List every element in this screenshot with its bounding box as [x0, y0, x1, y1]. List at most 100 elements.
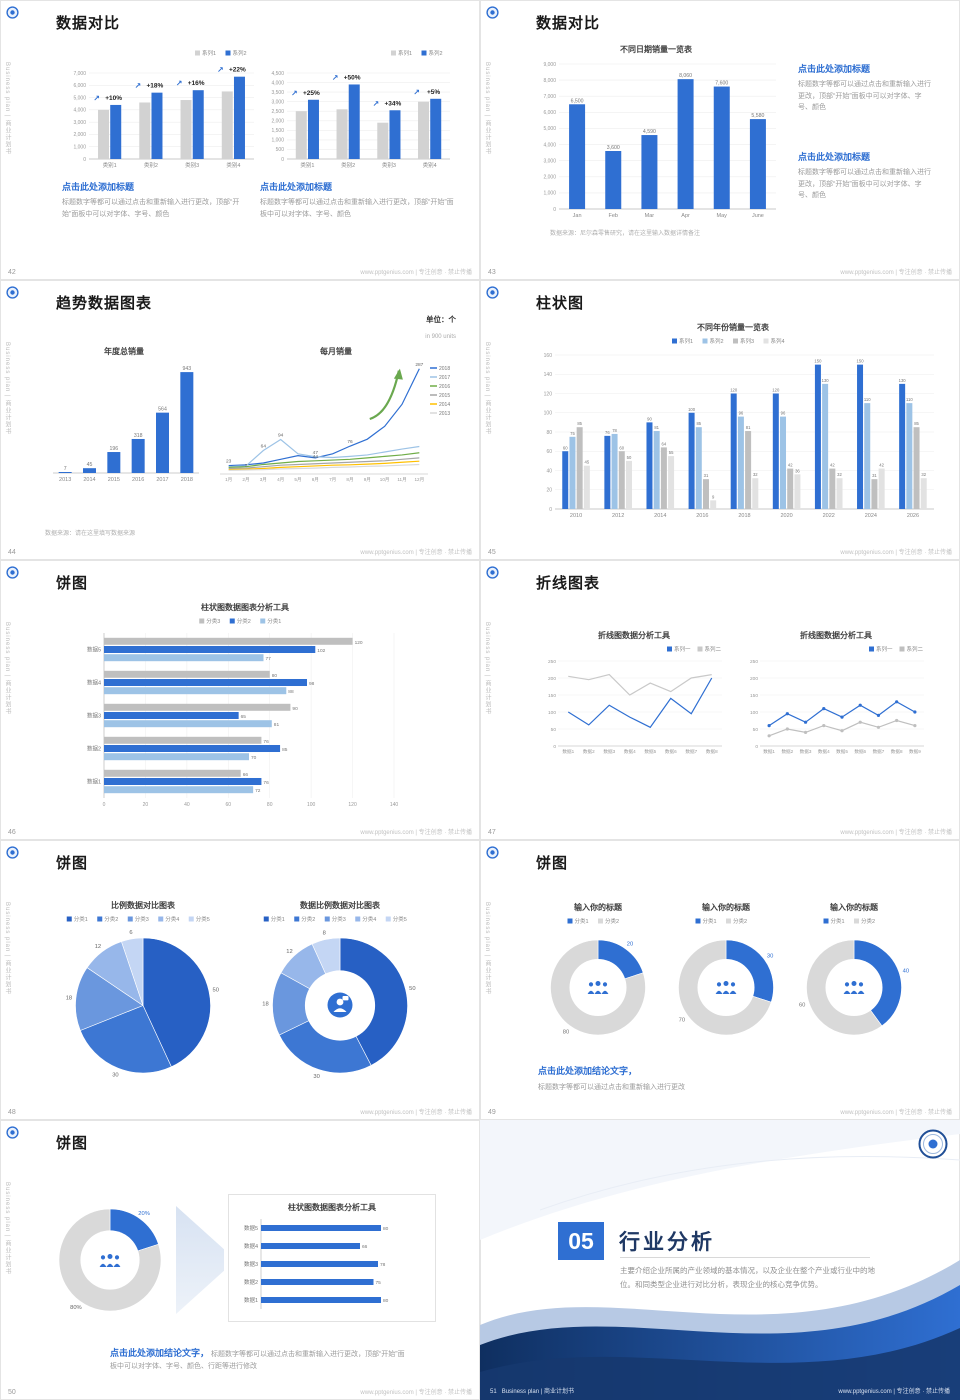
- svg-text:77: 77: [266, 656, 272, 662]
- slide-title: 数据对比: [536, 15, 601, 32]
- people-group-icon: [586, 980, 610, 999]
- svg-text:2月: 2月: [242, 477, 249, 483]
- svg-text:数据1: 数据1: [244, 1296, 258, 1304]
- page-number: 48: [8, 1109, 16, 1116]
- donut-chart: 输入你的标题 分类1 分类2 20 80: [538, 900, 658, 1046]
- side-brand-text: Business plan | 商业计划书: [4, 62, 10, 156]
- svg-text:18: 18: [262, 1002, 268, 1008]
- slide-42[interactable]: Business plan | 商业计划书 数据对比 系列1 系列2 7,000 6,…: [0, 0, 480, 280]
- svg-text:80: 80: [383, 1298, 389, 1304]
- svg-text:数据4: 数据4: [624, 748, 636, 755]
- svg-text:系列2: 系列2: [710, 337, 724, 345]
- side-brand-text: Business plan | 商业计划书: [484, 342, 490, 436]
- bar-chart: 不同日期销量一览表 9,000 8,000 7,000 6,000 5,000 4,000 3…: [532, 42, 780, 220]
- placeholder-heading: 点击此处添加标题: [798, 64, 871, 74]
- donut-chart: 输入你的标题 分类1 分类2 40 60: [794, 900, 914, 1046]
- svg-text:输入你的标题: 输入你的标题: [830, 902, 879, 912]
- svg-text:85: 85: [696, 421, 701, 426]
- slide-title: 饼图: [56, 575, 89, 592]
- svg-text:12: 12: [95, 944, 101, 950]
- svg-text:系列1: 系列1: [398, 49, 412, 57]
- svg-text:数据6: 数据6: [854, 748, 866, 755]
- donut-chart: 数据比例数据对比图表 分类1 分类2 分类3 分类4 分类5 50 30 18 12 8: [252, 898, 428, 1084]
- svg-text:80: 80: [546, 430, 552, 436]
- svg-text:类别4: 类别4: [226, 161, 240, 169]
- logo-badge-icon: [486, 846, 499, 859]
- svg-text:2016: 2016: [439, 384, 450, 390]
- svg-text:↗: ↗: [413, 88, 420, 97]
- svg-text:数据5: 数据5: [87, 646, 101, 654]
- svg-text:11月: 11月: [397, 477, 406, 483]
- svg-text:8月: 8月: [346, 477, 353, 483]
- svg-text:↗: ↗: [217, 66, 224, 75]
- svg-text:2018: 2018: [738, 513, 750, 519]
- svg-text:分类2: 分类2: [237, 617, 251, 625]
- svg-text:318: 318: [134, 433, 143, 439]
- slide-49[interactable]: Business plan | 商业计划书 饼图 输入你的标题 分类1 分类2 20 8…: [480, 840, 960, 1120]
- slide-47[interactable]: Business plan | 商业计划书 折线图表 折线图数据分析工具 系列一 系…: [480, 560, 960, 840]
- side-brand-text: Business plan | 商业计划书: [4, 902, 10, 996]
- page-number: 49: [488, 1109, 496, 1116]
- section-number: 05: [558, 1222, 604, 1260]
- people-group-icon: [714, 980, 738, 999]
- svg-text:2014: 2014: [439, 402, 450, 408]
- svg-text:2,000: 2,000: [543, 175, 556, 181]
- page-number: 43: [488, 269, 496, 276]
- svg-text:系列1: 系列1: [679, 337, 693, 345]
- svg-text:200: 200: [750, 676, 758, 682]
- svg-text:4,000: 4,000: [543, 142, 556, 148]
- svg-text:45: 45: [87, 462, 93, 468]
- logo-badge-icon: [486, 6, 499, 19]
- svg-text:10月: 10月: [380, 477, 390, 483]
- placeholder-block: 点击此处添加标题 标题数字等都可以通过点击和重新输入进行更改，顶部“开始”面板中…: [798, 62, 933, 114]
- svg-text:65: 65: [241, 714, 247, 720]
- svg-text:1月: 1月: [225, 477, 232, 483]
- svg-text:2022: 2022: [823, 513, 835, 519]
- svg-text:120: 120: [772, 388, 780, 393]
- slide-title: 饼图: [56, 855, 89, 872]
- svg-text:2015: 2015: [108, 477, 120, 483]
- slide-51[interactable]: 05 行业分析 主要介绍企业所属的产业领域的基本情况，以及企业在整个产业或行业中…: [480, 1120, 960, 1400]
- svg-text:不同日期销量一览表: 不同日期销量一览表: [620, 44, 693, 54]
- svg-text:150: 150: [857, 359, 865, 364]
- slide-44[interactable]: Business plan | 商业计划书 趋势数据图表 单位：个 in 900…: [0, 280, 480, 560]
- conclusion-body: 标题数字等都可以通过点击和重新输入进行更改，顶部“开始”面板中可以对字体、字号、…: [110, 1351, 405, 1371]
- placeholder-heading: 点击此处添加标题: [62, 182, 135, 192]
- svg-text:类别1: 类别1: [300, 161, 314, 169]
- svg-text:102: 102: [317, 648, 325, 654]
- svg-text:94: 94: [278, 433, 284, 439]
- svg-text:6: 6: [129, 930, 132, 936]
- svg-text:0: 0: [553, 207, 556, 213]
- slide-50[interactable]: Business plan | 商业计划书 饼图 20% 80% 柱状图数据图表分…: [0, 1120, 480, 1400]
- svg-text:2017: 2017: [156, 477, 168, 483]
- svg-text:81: 81: [746, 425, 751, 430]
- placeholder-block: 点击此处添加标题 标题数字等都可以通过点击和重新输入进行更改，顶部“开始”面板中…: [260, 180, 454, 220]
- svg-text:↗: ↗: [332, 73, 339, 82]
- slide-45[interactable]: Business plan | 商业计划书 柱状图 不同年份销量一览表 系列1 系列…: [480, 280, 960, 560]
- slide-43[interactable]: Business plan | 商业计划书 数据对比 不同日期销量一览表 9,00…: [480, 0, 960, 280]
- svg-text:分类2: 分类2: [104, 915, 118, 923]
- svg-text:数据3: 数据3: [800, 748, 812, 755]
- svg-text:75: 75: [570, 431, 575, 436]
- page-number: 46: [8, 829, 16, 836]
- svg-text:1,000: 1,000: [543, 191, 556, 197]
- line-chart: 折线图数据分析工具 系列一 系列二 250 200 150 100 50 0 数据1 数据2 数据3 数…: [740, 628, 932, 756]
- svg-text:50: 50: [551, 727, 557, 733]
- grouped-bar-chart: 系列1 系列2 7,000 6,000 5,000 4,000 3,000 2,000 1,00…: [62, 48, 258, 170]
- svg-text:32: 32: [753, 472, 758, 477]
- footer-right: www.pptgenius.com | 专注创意 · 禁止传播: [838, 1386, 950, 1395]
- svg-text:数据2: 数据2: [583, 748, 595, 755]
- svg-text:81: 81: [274, 722, 280, 728]
- footer-site: www.pptgenius.com | 专注创意 · 禁止传播: [360, 830, 472, 836]
- slide-48[interactable]: Business plan | 商业计划书 饼图 比例数据对比图表 分类1 分类2 分…: [0, 840, 480, 1120]
- conclusion-block: 点击此处添加结论文字， 标题数字等都可以通过点击和重新输入进行更改，顶部“开始”…: [110, 1346, 410, 1373]
- svg-text:数据3: 数据3: [87, 712, 101, 720]
- svg-text:45: 45: [585, 460, 590, 465]
- svg-text:系列4: 系列4: [771, 337, 785, 345]
- svg-text:78: 78: [612, 428, 617, 433]
- slide-46[interactable]: Business plan | 商业计划书 饼图 柱状图数据图表分析工具 分类3 分…: [0, 560, 480, 840]
- unit-label: 单位：个 in 900 units: [425, 314, 456, 343]
- svg-text:类别3: 类别3: [382, 161, 396, 169]
- svg-text:数据4: 数据4: [818, 748, 830, 755]
- svg-text:分类1: 分类1: [271, 915, 285, 923]
